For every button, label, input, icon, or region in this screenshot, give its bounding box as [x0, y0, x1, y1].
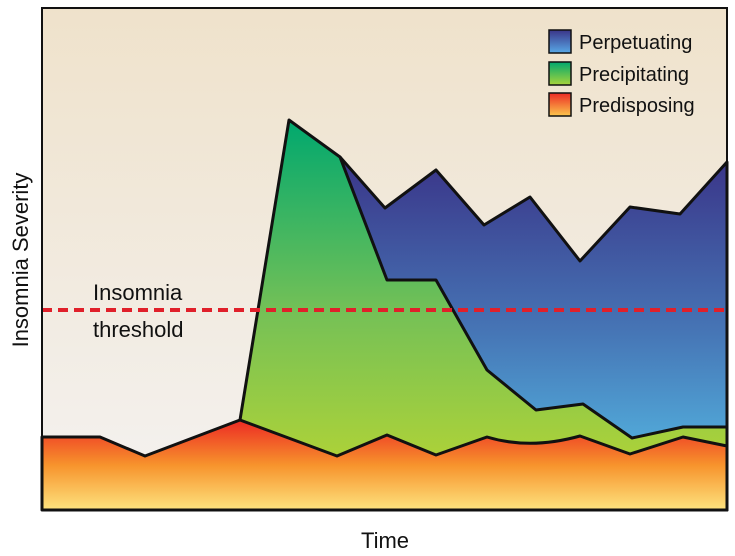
legend-label: Precipitating: [579, 64, 689, 86]
legend-swatch: [548, 92, 572, 117]
legend-label: Perpetuating: [579, 32, 692, 54]
predisposing-area: [40, 418, 729, 512]
x-axis-label: Time: [361, 528, 409, 553]
y-axis-label: Insomnia Severity: [8, 173, 33, 348]
legend-label: Predisposing: [579, 95, 695, 117]
plot-frame: [41, 7, 728, 511]
threshold-label: threshold: [93, 317, 184, 342]
threshold-label: Insomnia: [93, 280, 183, 305]
legend-swatch: [548, 29, 572, 54]
legend-swatch: [548, 61, 572, 86]
